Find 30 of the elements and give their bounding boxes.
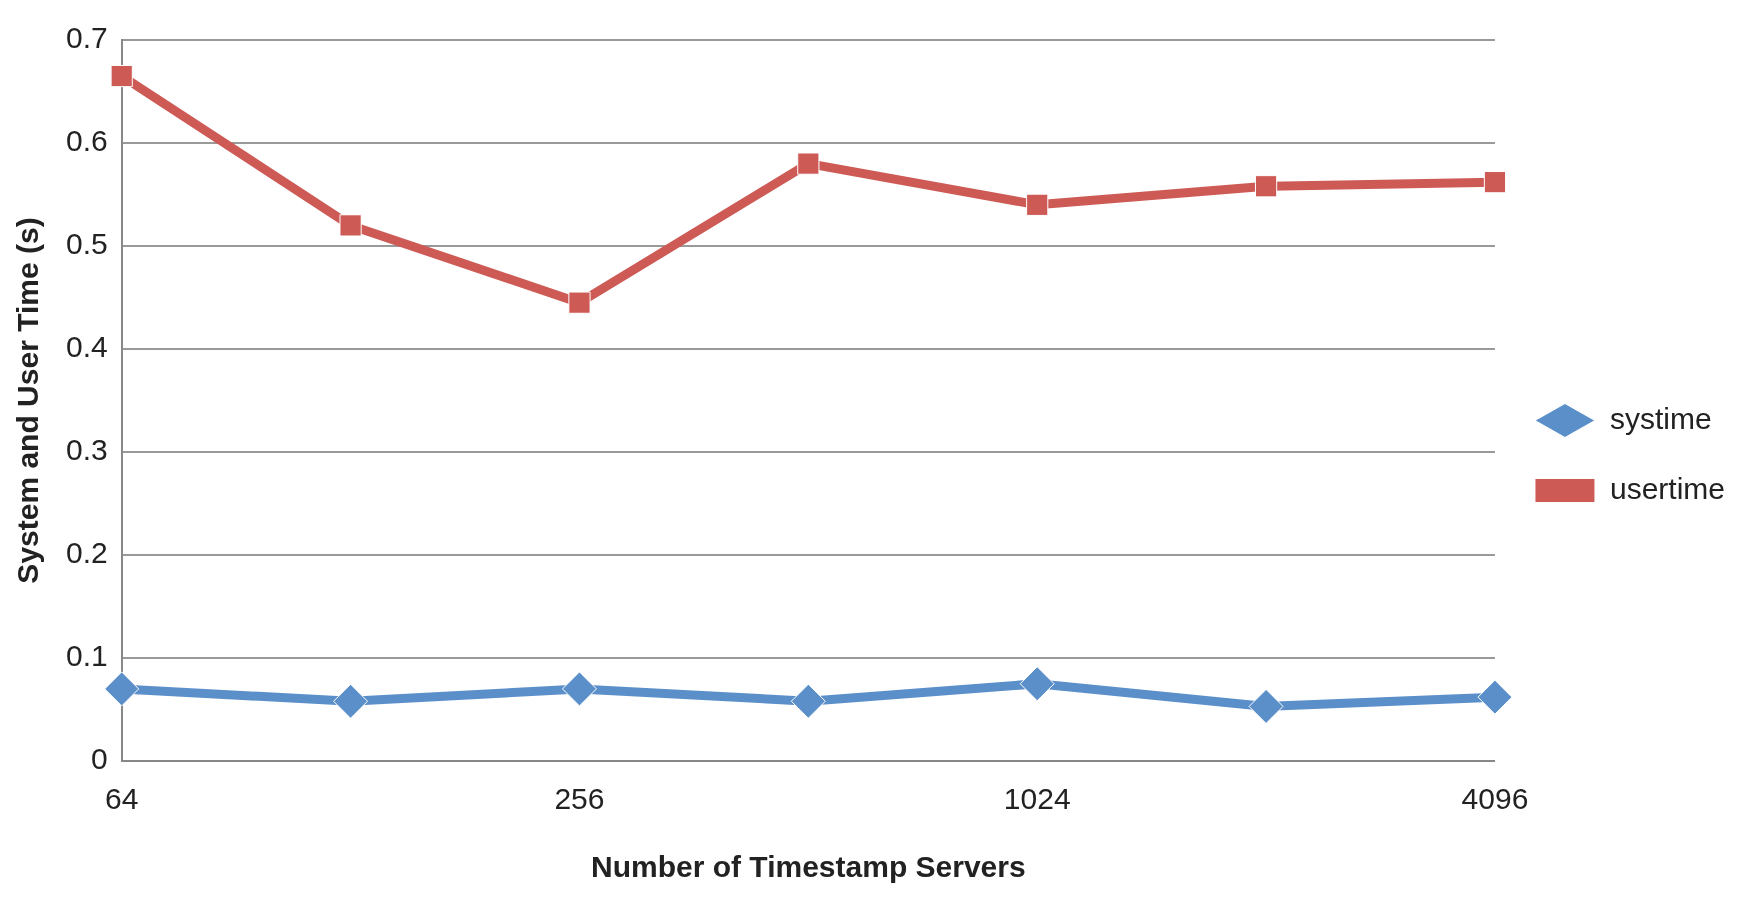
y-tick-label: 0.2 [65, 536, 108, 570]
point [333, 683, 369, 719]
legend-label: systime [1609, 401, 1712, 435]
point [1026, 193, 1049, 216]
y-tick-label: 0 [91, 742, 108, 776]
point [790, 683, 826, 719]
point [1483, 171, 1507, 194]
point [1254, 175, 1278, 198]
y-tick-label: 0.7 [65, 21, 108, 55]
point [1248, 688, 1284, 724]
point [1477, 679, 1513, 715]
y-tick-label: 0.3 [65, 433, 108, 467]
point [797, 152, 820, 175]
y-tick-label: 0.1 [65, 639, 108, 673]
point [104, 671, 140, 707]
point [568, 291, 591, 314]
x-tick-label: 256 [554, 782, 605, 816]
y-axis-title: System and User Time (s) [11, 217, 45, 584]
point [561, 671, 597, 707]
x-tick-label: 1024 [1003, 782, 1071, 816]
x-tick-label: 64 [105, 782, 139, 816]
x-axis-title: Number of Timestamp Servers [591, 850, 1026, 884]
legend-label: usertime [1609, 471, 1726, 505]
point [339, 214, 362, 237]
point [110, 64, 133, 88]
y-tick-label: 0.4 [65, 330, 108, 364]
x-tick-label: 4096 [1461, 782, 1529, 816]
y-tick-label: 0.6 [65, 124, 108, 158]
y-tick-label: 0.5 [65, 227, 108, 261]
point [1019, 666, 1055, 702]
